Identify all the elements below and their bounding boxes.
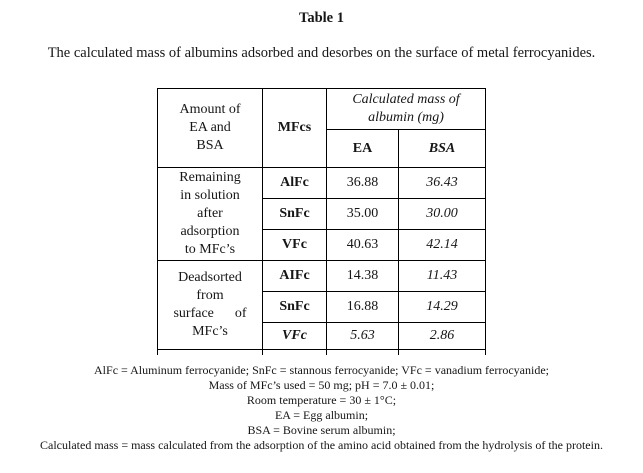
- header-bsa: BSA: [398, 129, 486, 168]
- cell-mfc: AlFc: [262, 167, 327, 199]
- table-caption: The calculated mass of albumins adsorbed…: [47, 45, 596, 61]
- footnote-line: AlFc = Aluminum ferrocyanide; SnFc = sta…: [94, 363, 549, 377]
- header-calculated-mass: Calculated mass of albumin (mg): [326, 88, 486, 130]
- cell-mfc: SnFc: [262, 291, 327, 323]
- footnote-line: EA = Egg albumin;: [274, 408, 369, 422]
- table-row: VFc 5.63 2.86: [158, 322, 486, 350]
- header-row-2: EA BSA: [158, 129, 486, 168]
- cell-bsa-value: 36.43: [398, 167, 486, 199]
- group-label-remaining: Remaining in solution after adsorption t…: [157, 167, 263, 261]
- table-row: Deadsorted from surface of MFc’s AIFc 14…: [157, 260, 486, 350]
- cell-mfc: SnFc: [262, 198, 327, 230]
- footnote-line: Mass of MFc’s used = 50 mg; pH = 7.0 ± 0…: [208, 378, 435, 392]
- footnotes: AlFc = Aluminum ferrocyanide; SnFc = sta…: [0, 363, 643, 453]
- table-row: VFc 40.63 42.14: [158, 229, 486, 261]
- header-row-1: Amount of EA and BSA MFcs Calculated mas…: [157, 88, 486, 168]
- cell-mfc: VFc: [262, 322, 327, 350]
- group-label-deadsorted: Deadsorted from surface of MFc’s: [157, 260, 263, 350]
- data-table: Amount of EA and BSA MFcs Calculated mas…: [157, 88, 486, 355]
- footnote-line: BSA = Bovine serum albumin;: [247, 423, 396, 437]
- cell-ea-value: 16.88: [326, 291, 399, 323]
- table-row: SnFc 16.88 14.29: [158, 291, 486, 323]
- cell-ea-value: 36.88: [326, 167, 399, 199]
- header-mfcs: MFcs: [262, 88, 327, 168]
- cell-ea-value: 5.63: [326, 322, 399, 350]
- table-row: SnFc 35.00 30.00: [158, 198, 486, 230]
- cell-ea-value: 35.00: [326, 198, 399, 230]
- table-bottom-stub: [157, 349, 486, 355]
- footnote-line: Calculated mass = mass calculated from t…: [40, 438, 603, 452]
- cell-mfc: VFc: [262, 229, 327, 261]
- cell-bsa-value: 11.43: [398, 260, 486, 292]
- table-row: Remaining in solution after adsorption t…: [157, 167, 486, 261]
- table-title: Table 1: [299, 10, 344, 26]
- cell-bsa-value: 14.29: [398, 291, 486, 323]
- header-amount: Amount of EA and BSA: [157, 88, 263, 168]
- header-ea: EA: [326, 129, 399, 168]
- cell-ea-value: 40.63: [326, 229, 399, 261]
- cell-bsa-value: 42.14: [398, 229, 486, 261]
- cell-ea-value: 14.38: [326, 260, 399, 292]
- cell-mfc: AIFc: [262, 260, 327, 292]
- footnote-line: Room temperature = 30 ± 1°C;: [246, 393, 397, 407]
- cell-bsa-value: 30.00: [398, 198, 486, 230]
- cell-bsa-value: 2.86: [398, 322, 486, 350]
